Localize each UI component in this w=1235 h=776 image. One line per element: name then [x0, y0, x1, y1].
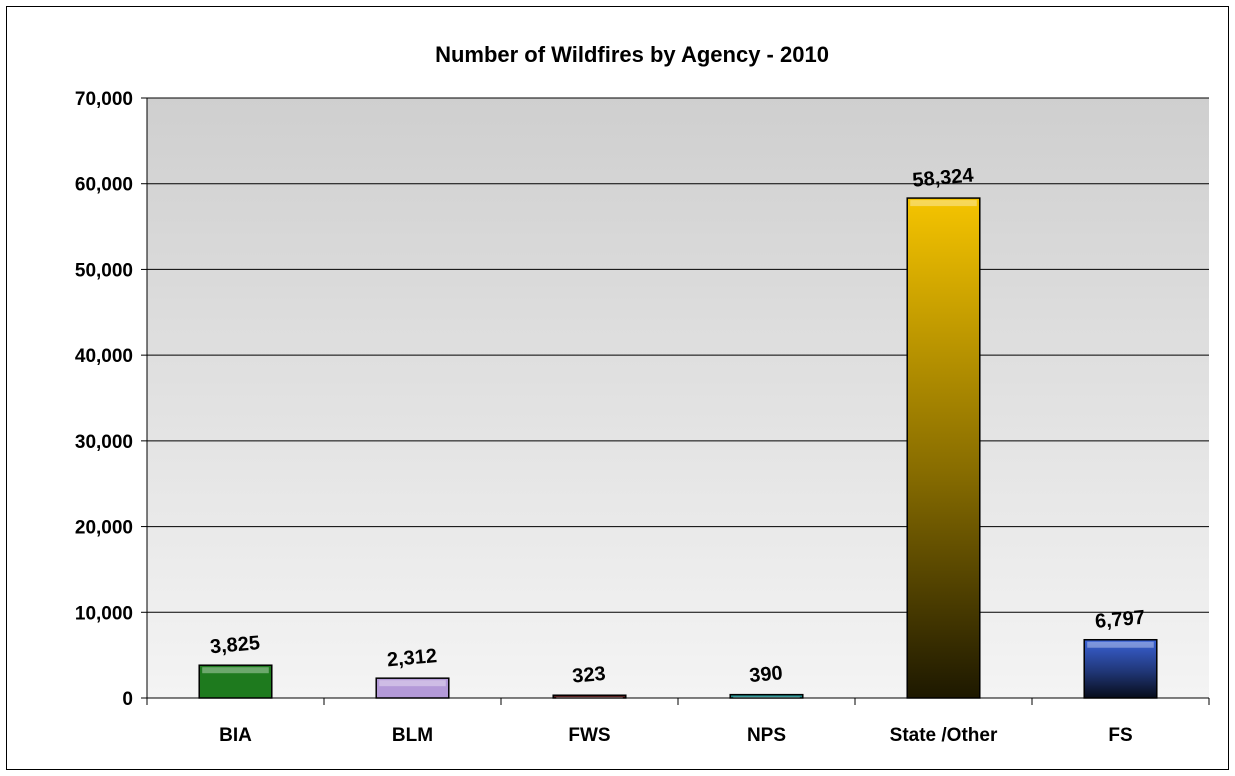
x-tick-label: State /Other: [890, 725, 998, 746]
x-tick-label: FS: [1108, 725, 1132, 746]
data-label: 6,797: [1094, 607, 1146, 633]
data-label: 58,324: [912, 164, 976, 191]
data-label: 390: [748, 662, 783, 687]
bar-highlight: [733, 696, 800, 698]
bar-state-other: [906, 197, 981, 699]
y-tick-label: 50,000: [75, 260, 133, 281]
y-tick-label: 10,000: [75, 603, 133, 624]
bar-bia: [198, 664, 273, 699]
data-label: 2,312: [386, 645, 438, 671]
x-tick-label: NPS: [747, 725, 786, 746]
x-tick-label: FWS: [568, 725, 610, 746]
bar-highlight: [379, 680, 446, 687]
x-tick-label: BIA: [219, 725, 252, 746]
y-tick-label: 40,000: [75, 346, 133, 367]
bar-fws: [552, 694, 627, 699]
plot-area: [147, 98, 1209, 698]
chart-frame: Number of Wildfires by Agency - 2010 0 10…: [6, 6, 1229, 770]
chart: Number of Wildfires by Agency - 2010 0 10…: [75, 42, 1210, 746]
bar-blm: [375, 677, 450, 699]
chart-title: Number of Wildfires by Agency - 2010: [435, 42, 829, 67]
y-tick-label: 60,000: [75, 175, 133, 196]
bar-highlight: [1087, 641, 1154, 648]
data-label: 3,825: [209, 632, 261, 658]
bar-highlight: [910, 200, 977, 207]
x-tick-label: BLM: [392, 725, 433, 746]
bar-fs: [1083, 638, 1158, 699]
bar-highlight: [556, 697, 623, 699]
y-tick-label: 70,000: [75, 89, 133, 110]
data-label: 323: [571, 663, 606, 688]
y-tick-label: 20,000: [75, 518, 133, 539]
y-tick-label: 30,000: [75, 432, 133, 453]
bar-highlight: [202, 667, 269, 674]
y-tick-label: 0: [122, 689, 133, 710]
bar-nps: [729, 693, 804, 699]
